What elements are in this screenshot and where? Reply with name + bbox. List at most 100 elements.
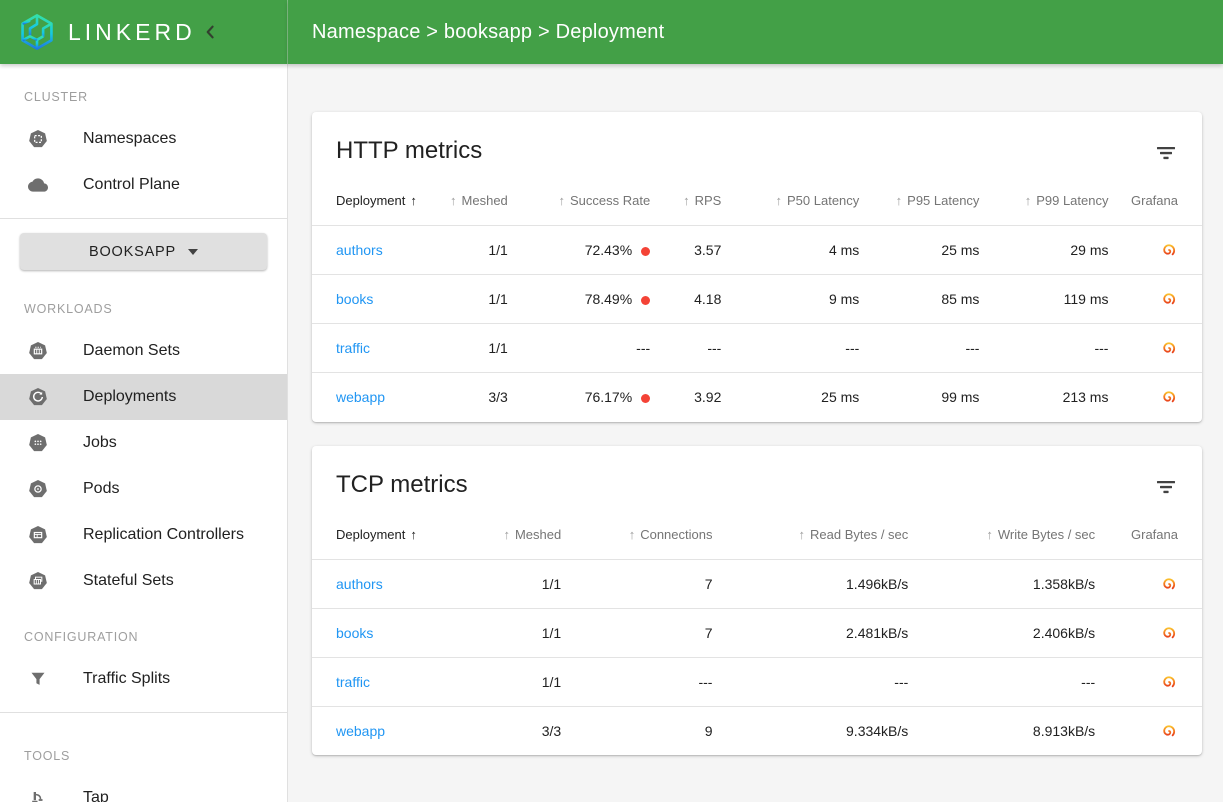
namespace-selector-button[interactable]: BOOKSAPP: [20, 233, 267, 270]
column-header-label: Meshed: [462, 193, 508, 208]
pods-icon: [28, 479, 48, 499]
column-header-grafana[interactable]: Grafana: [1095, 499, 1202, 560]
sidebar-section-configuration: CONFIGURATION: [0, 604, 287, 656]
sidebar-item-jobs[interactable]: Jobs: [0, 420, 287, 466]
column-header-p95-latency[interactable]: ↑P95 Latency: [859, 165, 979, 226]
cell-value: 1.358kB/s: [1033, 576, 1095, 592]
sidebar-item-pods[interactable]: Pods: [0, 466, 287, 512]
grafana-icon[interactable]: [1160, 673, 1178, 691]
sidebar-item-control-plane[interactable]: Control Plane: [0, 162, 287, 208]
sidebar-header: LINKERD: [0, 0, 288, 64]
deployment-link[interactable]: authors: [336, 576, 383, 592]
column-header-p99-latency[interactable]: ↑P99 Latency: [979, 165, 1108, 226]
table-cell: 8.913kB/s: [908, 706, 1095, 755]
table-cell: 3.92: [650, 373, 721, 422]
column-header-read-bytes-sec[interactable]: ↑Read Bytes / sec: [712, 499, 908, 560]
table-cell: 1.358kB/s: [908, 559, 1095, 608]
sidebar-item-namespaces[interactable]: Namespaces: [0, 116, 287, 162]
table-cell: 3.57: [650, 226, 721, 275]
table-row: books1/178.49%4.189 ms85 ms119 ms: [312, 275, 1202, 324]
column-header-rps[interactable]: ↑RPS: [650, 165, 721, 226]
linkerd-logo-text: LINKERD: [68, 19, 196, 46]
sort-arrow-icon: ↑: [558, 193, 565, 208]
sidebar-item-deployments[interactable]: Deployments: [0, 374, 287, 420]
grafana-icon[interactable]: [1160, 290, 1178, 308]
grafana-icon[interactable]: [1160, 339, 1178, 357]
table-cell: books: [312, 275, 437, 324]
column-header-deployment[interactable]: Deployment↑: [312, 165, 437, 226]
table-cell: 99 ms: [859, 373, 979, 422]
grafana-icon[interactable]: [1160, 241, 1178, 259]
sidebar-item-traffic-splits[interactable]: Traffic Splits: [0, 656, 287, 702]
column-header-meshed[interactable]: ↑Meshed: [437, 165, 508, 226]
sidebar-item-label: Namespaces: [83, 130, 176, 148]
sidebar-item-replication-controllers[interactable]: Replication Controllers: [0, 512, 287, 558]
cell-value: ---: [636, 340, 650, 356]
table-cell: authors: [312, 559, 490, 608]
grafana-cell: [1108, 226, 1202, 275]
sort-arrow-icon: ↑: [629, 527, 636, 542]
cell-value: 8.913kB/s: [1033, 723, 1095, 739]
column-header-write-bytes-sec[interactable]: ↑ Write Bytes / sec: [908, 499, 1095, 560]
collapse-sidebar-chevron-left-icon[interactable]: [199, 21, 221, 43]
filter-list-icon[interactable]: [1154, 141, 1178, 165]
deployment-link[interactable]: traffic: [336, 674, 370, 690]
sidebar-item-stateful-sets[interactable]: Stateful Sets: [0, 558, 287, 604]
cell-value: 1/1: [542, 674, 561, 690]
cell-value: 7: [705, 576, 713, 592]
sidebar-item-tap[interactable]: Tap: [0, 775, 287, 802]
table-cell: webapp: [312, 706, 490, 755]
cell-value: 119 ms: [1064, 291, 1109, 307]
column-header-meshed[interactable]: ↑Meshed: [490, 499, 561, 560]
deployment-link[interactable]: webapp: [336, 389, 385, 405]
column-header-label: Read Bytes / sec: [810, 527, 908, 542]
table-cell: 1/1: [490, 657, 561, 706]
sort-arrow-icon: ↑: [410, 527, 417, 542]
column-header-deployment[interactable]: Deployment↑: [312, 499, 490, 560]
card-title: HTTP metrics: [336, 137, 482, 165]
success-rate-status-dot: [641, 296, 650, 305]
table-cell: 9: [561, 706, 712, 755]
deployment-link[interactable]: authors: [336, 242, 383, 258]
grafana-icon[interactable]: [1160, 575, 1178, 593]
sidebar-item-daemon-sets[interactable]: Daemon Sets: [0, 328, 287, 374]
grafana-cell: [1095, 559, 1202, 608]
table-cell: 1/1: [437, 226, 508, 275]
column-header-p50-latency[interactable]: ↑P50 Latency: [721, 165, 859, 226]
column-header-label: Write Bytes / sec: [998, 527, 1095, 542]
column-header-label: Grafana: [1131, 193, 1178, 208]
filter-list-icon[interactable]: [1154, 475, 1178, 499]
cell-value: 76.17%: [585, 389, 632, 405]
column-header-grafana[interactable]: Grafana: [1108, 165, 1202, 226]
sort-arrow-icon: ↑: [1025, 193, 1032, 208]
deployment-link[interactable]: books: [336, 625, 373, 641]
table-cell: 9.334kB/s: [712, 706, 908, 755]
linkerd-logo-icon[interactable]: [16, 11, 58, 53]
table-cell: 7: [561, 559, 712, 608]
table-cell: 7: [561, 608, 712, 657]
sort-arrow-icon: ↑: [986, 527, 993, 542]
table-cell: 2.481kB/s: [712, 608, 908, 657]
deployment-link[interactable]: books: [336, 291, 373, 307]
column-header-connections[interactable]: ↑Connections: [561, 499, 712, 560]
grafana-icon[interactable]: [1160, 388, 1178, 406]
column-header-success-rate[interactable]: ↑Success Rate: [508, 165, 650, 226]
table-cell: 1/1: [490, 559, 561, 608]
namespaces-icon: [28, 129, 48, 149]
column-header-label: P50 Latency: [787, 193, 859, 208]
card-header: TCP metrics: [312, 446, 1202, 499]
table-cell: traffic: [312, 657, 490, 706]
replication-controllers-icon: [28, 525, 48, 545]
grafana-icon[interactable]: [1160, 624, 1178, 642]
card-header: HTTP metrics: [312, 112, 1202, 165]
cell-value: 4 ms: [829, 242, 859, 258]
deployment-link[interactable]: traffic: [336, 340, 370, 356]
deployment-link[interactable]: webapp: [336, 723, 385, 739]
success-rate-status-dot: [641, 394, 650, 403]
sidebar-item-label: Replication Controllers: [83, 526, 244, 544]
grafana-cell: [1095, 608, 1202, 657]
grafana-icon[interactable]: [1160, 722, 1178, 740]
sort-arrow-icon: ↑: [896, 193, 903, 208]
cell-value: ---: [1094, 340, 1108, 356]
sidebar-item-label: Pods: [83, 480, 119, 498]
